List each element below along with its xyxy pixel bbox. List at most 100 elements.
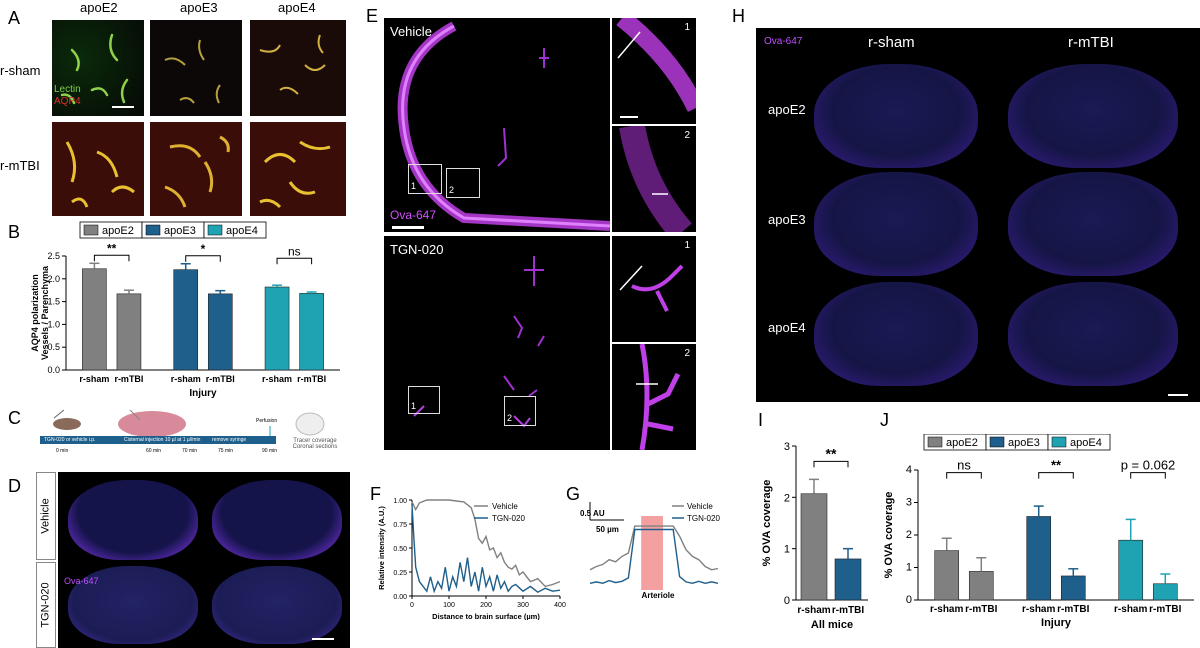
y-tick-label: 1 — [784, 544, 790, 556]
panel-e-tgn-zoom1: 1 — [612, 236, 696, 342]
bar — [834, 558, 862, 601]
significance-bracket — [1130, 472, 1166, 479]
panel-e-label: E — [366, 6, 379, 26]
scale-bar — [112, 106, 134, 108]
vehicle-label: Vehicle — [390, 24, 432, 39]
panel-a-col-apoE2: apoE2 — [80, 0, 118, 15]
significance-label: ** — [1051, 458, 1062, 473]
significance-bracket — [813, 460, 849, 468]
bar — [1152, 583, 1178, 601]
scale-um-label: 50 µm — [596, 525, 619, 534]
t60-label: 60 min — [146, 448, 162, 454]
x-tick-label: r-sham — [1114, 604, 1147, 615]
brain-section — [814, 282, 978, 386]
significance-bracket — [276, 257, 313, 265]
coronal-section-icon — [295, 412, 325, 436]
chart-b: apoE2 apoE3 apoE4 0.0 0.5 1.0 1.5 2.0 2.5 r-sham… — [30, 221, 340, 399]
bar — [1118, 539, 1144, 601]
micrograph-a-sham-apoe3 — [150, 20, 242, 116]
bar — [207, 293, 233, 371]
y-tick-label: 3 — [906, 497, 912, 509]
step1-label: TGN-020 or vehicle i.p. — [44, 437, 96, 443]
roi-box-2: 2 — [446, 168, 480, 198]
arteriole-highlight — [641, 516, 663, 590]
y-tick-label: 0.00 — [393, 594, 407, 601]
micrograph-a-sham-apoe4 — [250, 20, 346, 116]
tracer-label: Ova-647 — [764, 36, 803, 47]
y-tick-label: 1.5 — [47, 297, 60, 307]
legend-entry: apoE3 — [1008, 437, 1040, 449]
legend-entry: apoE3 — [164, 225, 196, 237]
x-tick-label: r-sham — [262, 374, 292, 384]
brain-section — [212, 566, 342, 644]
t75-label: 75 min — [218, 448, 234, 454]
x-tick-label: r-mTBI — [832, 605, 864, 616]
legend-entry: apoE4 — [226, 225, 258, 237]
y-tick-label: 0.50 — [393, 546, 407, 553]
y-axis-label: AQP4 polarizationVessels / Parenchyma — [30, 265, 50, 360]
y-tick-label: 2.0 — [47, 274, 60, 284]
x-tick-label: r-mTBI — [965, 604, 997, 615]
significance-label: ** — [107, 241, 117, 255]
bar — [1026, 516, 1052, 601]
series-line-tgn-020 — [411, 504, 561, 594]
t90-label: 90 min — [262, 448, 278, 454]
significance-label: ** — [826, 445, 837, 461]
brain-section — [212, 480, 342, 560]
bar — [968, 571, 994, 601]
panel-e-tgn-zoom2: 2 — [612, 344, 696, 450]
timeline-c: TGN-020 or vehicle i.p. Cisternal inject… — [40, 408, 340, 468]
legend-swatch — [989, 436, 1005, 448]
bar — [934, 550, 960, 601]
panel-e-vehicle-main: Vehicle Ova-647 1 2 — [384, 18, 610, 232]
x-tick-label: r-sham — [797, 605, 830, 616]
panel-f-label: F — [370, 484, 381, 504]
legend-entry: apoE2 — [946, 437, 978, 449]
row-label-apoE2: apoE2 — [768, 102, 806, 117]
tracer-label: Ova-647 — [390, 208, 437, 222]
col-label-mtbi: r-mTBI — [1068, 34, 1114, 51]
y-axis-label-line: AQP4 polarization — [30, 274, 40, 352]
legend-swatch — [1051, 436, 1067, 448]
step3-label: remove syringe — [212, 437, 247, 443]
row-label-tgn: TGN-020 — [40, 582, 52, 628]
scale-bar — [620, 116, 638, 118]
zoom-label-1: 1 — [684, 240, 690, 251]
y-tick-label: 2 — [784, 492, 790, 504]
row-label-apoE3: apoE3 — [768, 212, 806, 227]
x-tick-label: r-mTBI — [1057, 604, 1089, 615]
x-axis-label: Distance to brain surface (µm) — [432, 612, 540, 620]
zoom-label-1: 1 — [684, 22, 690, 33]
bar — [173, 269, 199, 371]
scale-bar — [312, 638, 334, 640]
panel-d-image: Ova-647 — [58, 472, 350, 648]
significance-bracket — [946, 472, 982, 479]
brain-section — [1008, 64, 1178, 168]
legend-entry: TGN-020 — [492, 514, 525, 523]
t70-label: 70 min — [182, 448, 198, 454]
panel-i-label: I — [758, 410, 764, 430]
y-tick-label: 4 — [906, 464, 912, 476]
brain-section — [814, 64, 978, 168]
stain-aqp4-label: AQP4 — [54, 96, 81, 107]
roi-box-label: 1 — [411, 181, 417, 191]
y-tick-label: 0 — [784, 595, 790, 607]
timeline-bar — [40, 436, 276, 444]
roi-box-1: 1 — [408, 164, 442, 194]
zoom-label-2: 2 — [684, 348, 690, 359]
row-label-apoE4: apoE4 — [768, 320, 806, 335]
x-tick-label: r-mTBI — [1149, 604, 1181, 615]
tgn-label: TGN-020 — [390, 242, 444, 257]
y-tick-label: 0.0 — [47, 365, 60, 375]
y-axis-label: % OVA coverage — [883, 492, 895, 579]
panel-b-label: B — [8, 222, 21, 242]
significance-label: p = 0.062 — [1121, 458, 1176, 473]
legend-entry: TGN-020 — [687, 514, 720, 523]
col-label-sham: r-sham — [868, 34, 915, 51]
brain-section — [1008, 172, 1178, 276]
x-axis-label: All mice — [811, 619, 853, 631]
x-tick-label: 300 — [517, 602, 529, 609]
g-xlabel: Arteriole — [642, 591, 675, 600]
syringe-icon — [129, 409, 141, 421]
x-tick-label: 0 — [410, 602, 414, 609]
